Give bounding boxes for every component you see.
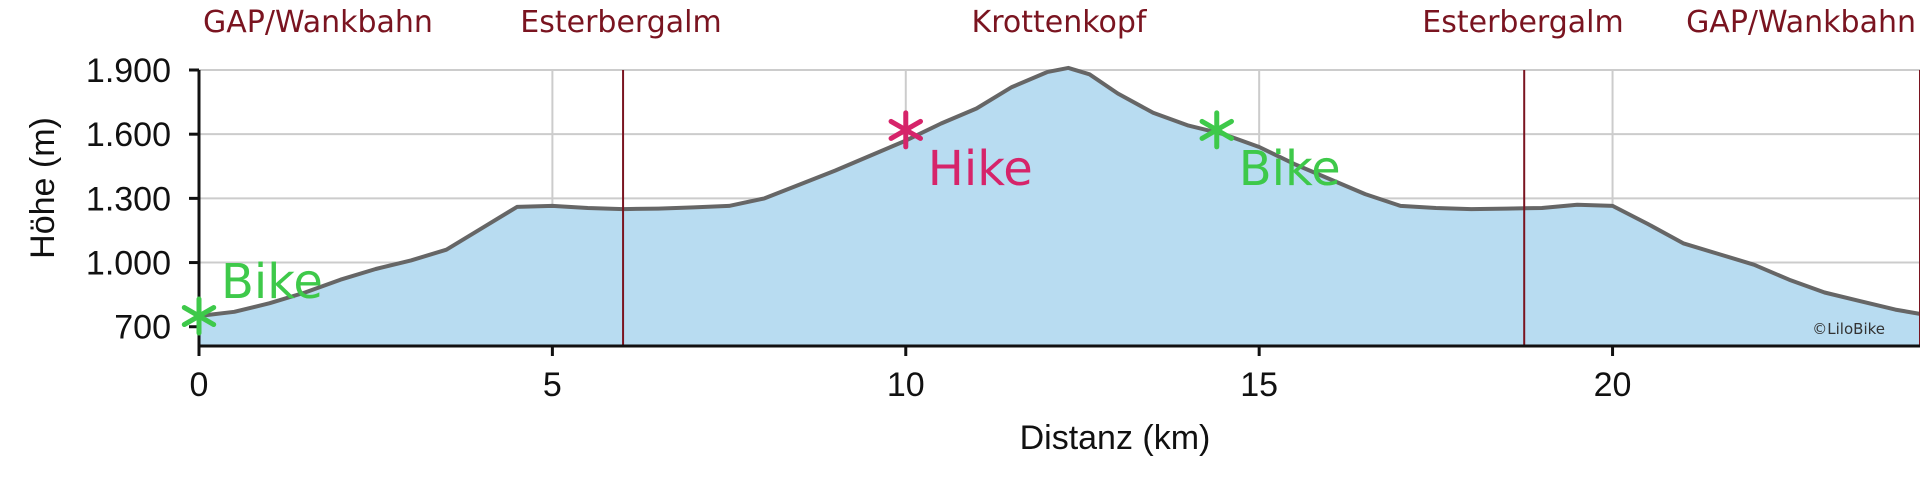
marker-label: Bike: [1239, 141, 1341, 197]
x-tick-label: 20: [1594, 366, 1632, 404]
marker-label: Hike: [928, 141, 1033, 197]
y-tick-label: 1.000: [86, 245, 171, 283]
elevation-area: [199, 67, 1920, 347]
waypoint-label: GAP/Wankbahn: [203, 5, 433, 40]
x-tick-label: 5: [543, 366, 562, 404]
y-tick-label: 700: [114, 309, 171, 347]
y-tick-label: 1.900: [86, 52, 171, 90]
asterisk-stroke: [181, 305, 217, 328]
copyright-label: ©LiloBike: [1812, 320, 1885, 338]
waypoint-label: Esterbergalm: [520, 5, 721, 40]
elevation-line: [198, 65, 1920, 318]
x-tick-label: 10: [887, 366, 925, 404]
marker-label: Bike: [221, 254, 323, 310]
waypoint-lines: GAP/Wankbahn Esterbergalm Krottenkopf Ester…: [203, 5, 1920, 346]
y-tick-label: 1.300: [86, 180, 171, 218]
axes: 700 1.000 1.300 1.600 1.900 0 5 10 15 20: [86, 52, 1920, 404]
marker-hike-icon: [888, 110, 923, 150]
asterisk-stroke: [1199, 118, 1234, 141]
waypoint-label: Esterbergalm: [1422, 5, 1623, 40]
x-axis-label: Distanz (km): [1020, 419, 1211, 457]
x-tick-label: 0: [190, 366, 209, 404]
y-tick-label: 1.600: [86, 116, 171, 154]
marker-bike-icon: [181, 296, 217, 336]
x-tick-label: 15: [1240, 366, 1278, 404]
asterisk-stroke: [888, 118, 923, 141]
waypoint-label: Krottenkopf: [972, 5, 1148, 40]
y-axis-label: Höhe (m): [24, 117, 62, 259]
marker-bike-icon: [1199, 110, 1234, 150]
route-markers: Bike Hike Bike: [181, 110, 1341, 336]
waypoint-label: GAP/Wankbahn: [1686, 5, 1916, 40]
